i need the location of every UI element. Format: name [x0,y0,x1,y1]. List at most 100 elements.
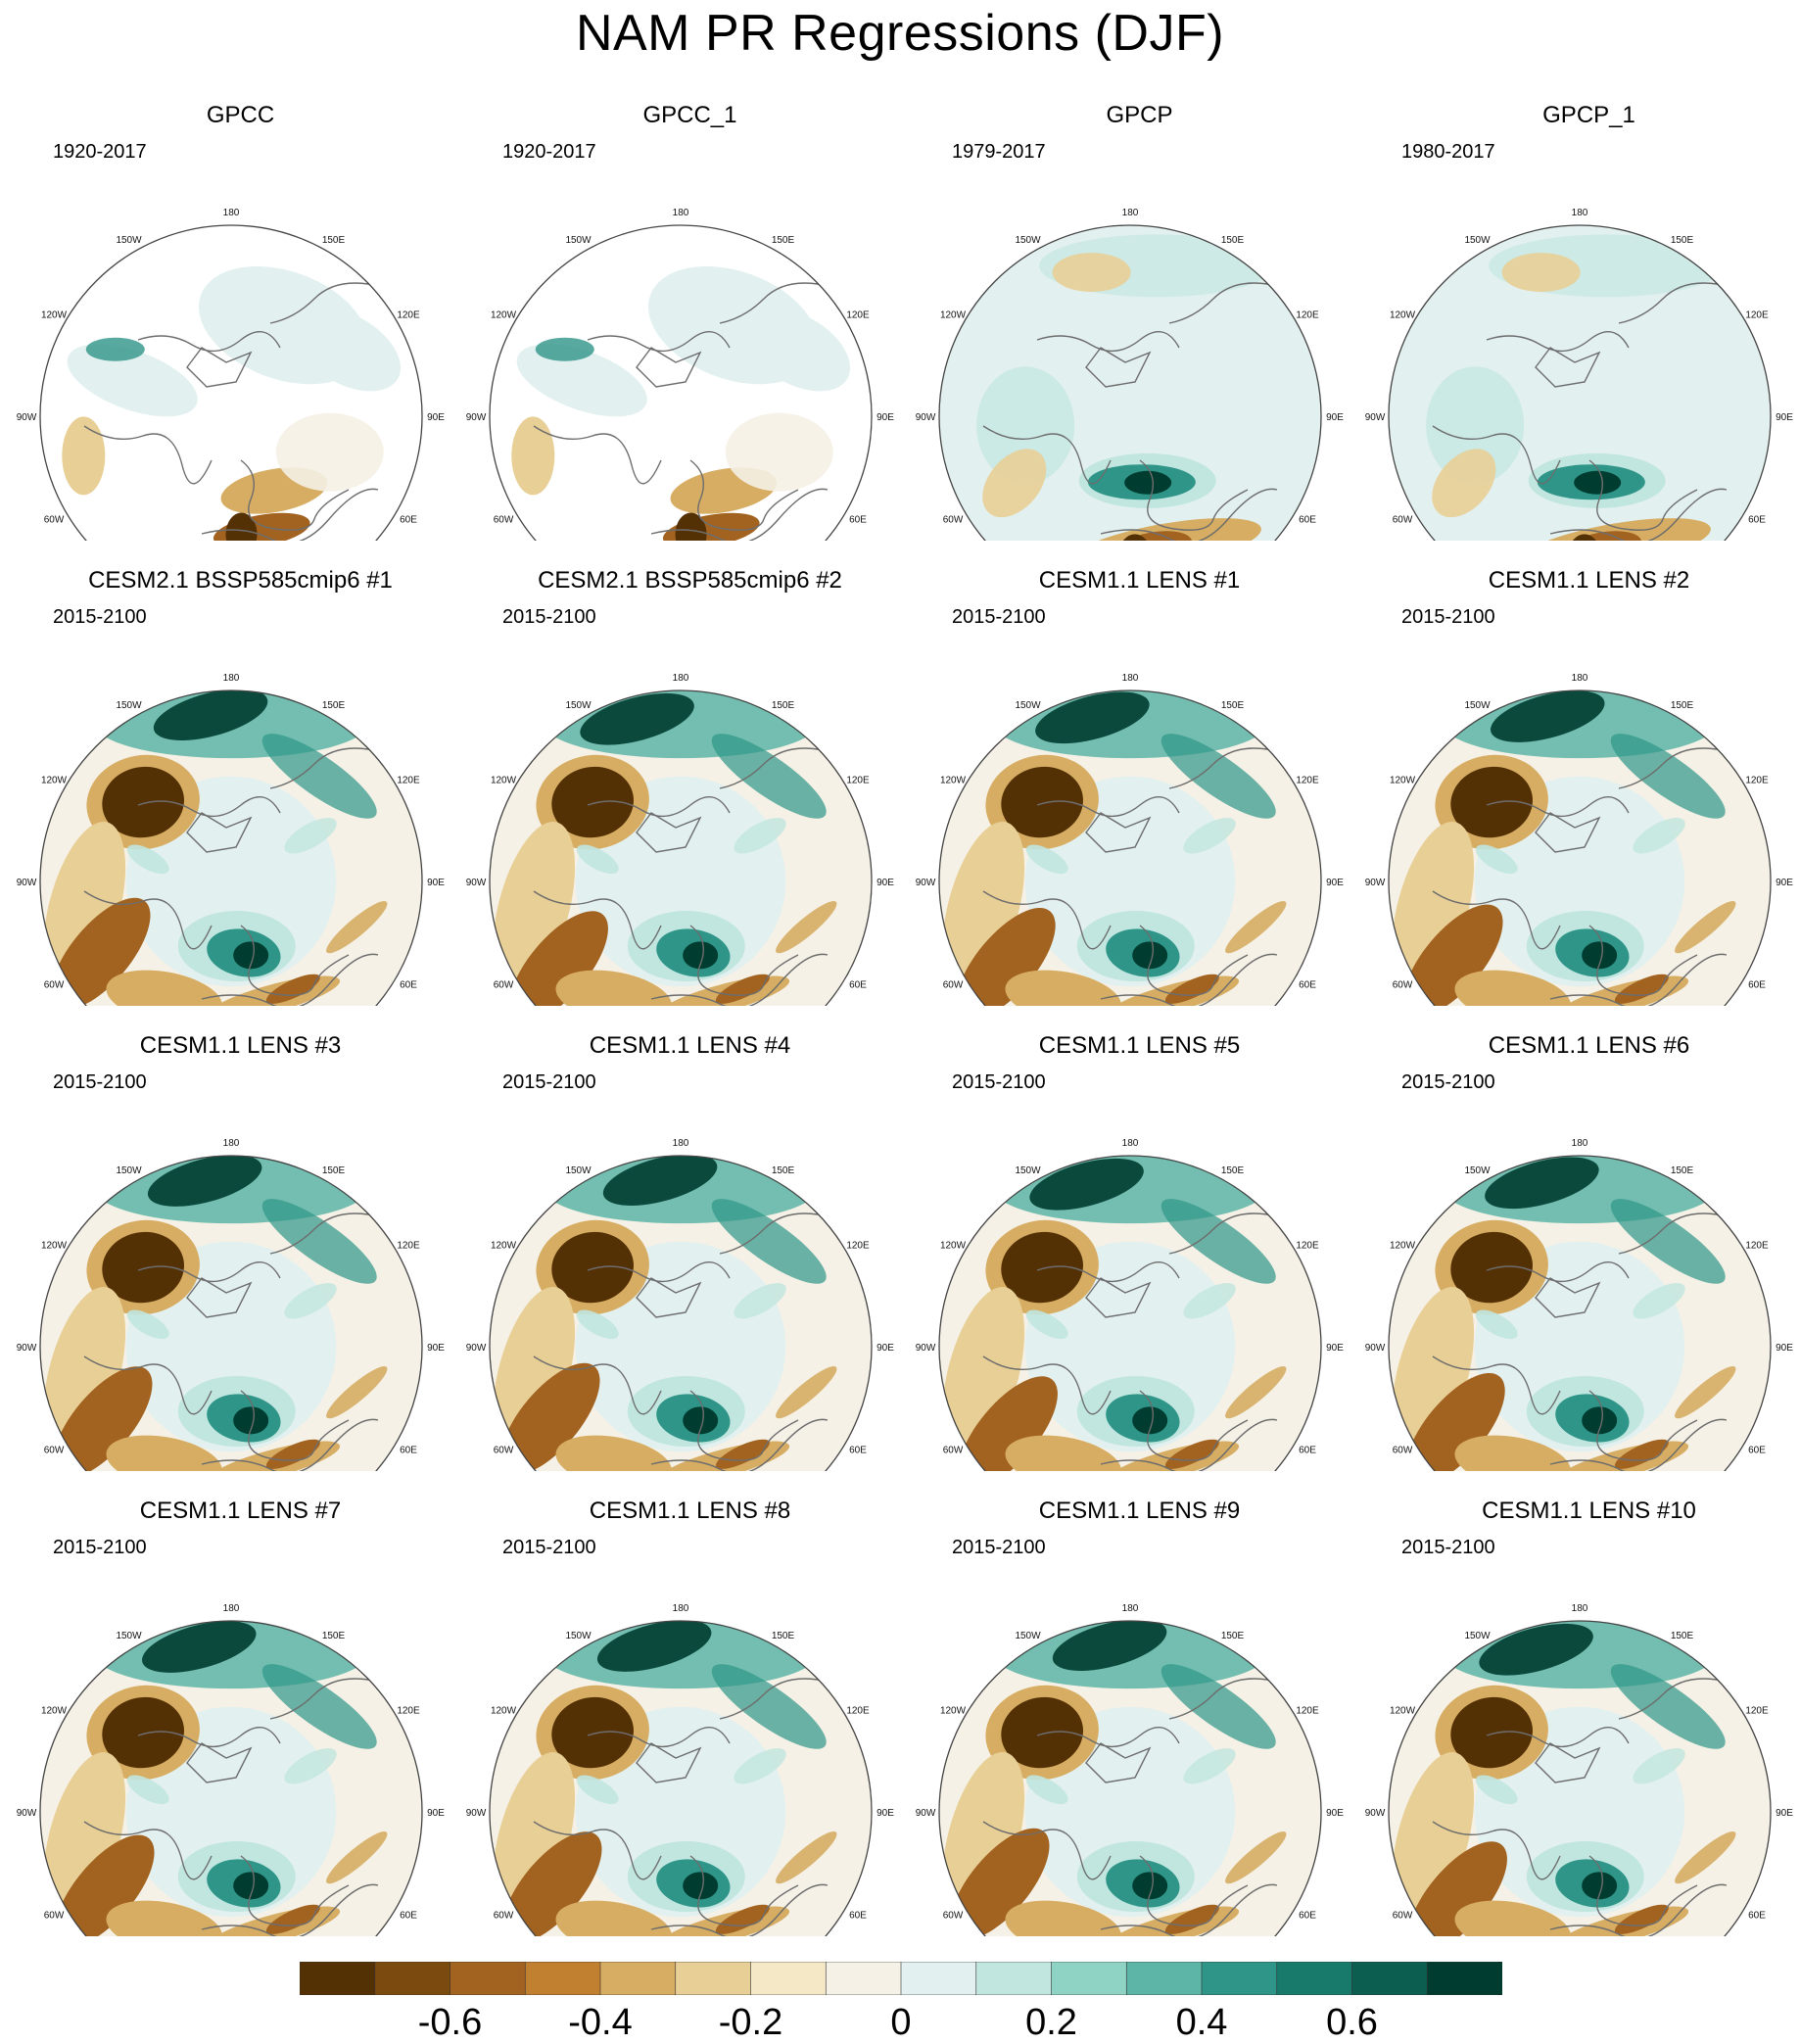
lon-label: 120W [1390,1706,1416,1717]
lon-label: 150W [565,700,592,711]
lon-label: 120E [1745,1241,1769,1252]
lon-label: 150E [772,235,795,246]
lon-label: 150W [116,700,142,711]
lon-label: 180 [1122,1603,1139,1614]
lon-label: 120W [41,776,68,786]
panel-title: CESM1.1 LENS #9 [1038,1497,1241,1524]
lon-label: 150W [1464,700,1491,711]
lon-label: 150W [1015,700,1041,711]
colorbar-swatch [750,1962,828,1995]
lon-label: 60W [494,1911,514,1922]
lon-label: 90W [17,412,37,423]
lon-label: 150W [1464,1165,1491,1176]
map-panel: 180150E120E90E60E30E030W60W90W120W150WCE… [1364,1007,1800,1471]
lon-label: 120W [940,310,967,321]
panel-title: CESM1.1 LENS #5 [1038,1032,1241,1059]
map-panel: 180150E120E90E60E30E030W60W90W120W150WCE… [915,542,1364,1006]
lon-label: 120E [397,776,420,786]
polar-map: 180150E120E90E60E30E030W60W90W120W150W [17,1603,445,1936]
panel-period: 1920-2017 [502,141,596,163]
lon-label: 180 [673,673,689,684]
lon-label: 60W [1393,515,1413,526]
polar-map: 180150E120E90E60E30E030W60W90W120W150W [17,208,445,541]
map-boundary [39,1155,423,1471]
lon-label: 90E [1326,412,1344,423]
lon-label: 150E [322,700,346,711]
lon-label: 60E [1299,1446,1316,1456]
colorbar-swatch [825,1962,902,1995]
polar-map: 180150E120E90E60E30E030W60W90W120W150W [466,208,894,541]
colorbar-swatch [1201,1962,1278,1995]
lon-label: 60E [849,1446,867,1456]
lon-label: 120W [1390,1241,1416,1252]
lon-label: 60W [943,1911,964,1922]
panel-title: GPCP_1 [1542,102,1635,128]
field-contours [1389,1621,1771,1936]
panel-period: 2015-2100 [952,1537,1046,1558]
lon-label: 180 [1122,1138,1139,1149]
lon-label: 90E [876,878,894,888]
lon-label: 180 [1572,1603,1588,1614]
lon-label: 90W [466,1808,487,1819]
lon-label: 90E [876,1343,894,1354]
lon-label: 60E [1299,1911,1316,1922]
lon-label: 60E [1748,980,1766,991]
lon-label: 90E [876,1808,894,1819]
polar-map: 180150E120E90E60E30E030W60W90W120W150W [466,673,894,1006]
colorbar-swatch [374,1962,451,1995]
map-panel: 180150E120E90E60E30E030W60W90W120W150WCE… [465,1007,915,1471]
lon-label: 120W [491,310,517,321]
panel-period: 1979-2017 [952,141,1046,163]
lon-label: 90E [1326,878,1344,888]
lon-label: 120W [41,310,68,321]
lon-label: 90E [1326,1808,1344,1819]
lon-label: 120W [491,1706,517,1717]
lon-label: 150E [1671,235,1694,246]
panel-title: CESM2.1 BSSP585cmip6 #2 [538,567,842,594]
lon-label: 120E [1296,1706,1319,1717]
polar-map: 180150E120E90E60E30E030W60W90W120W150W [17,1138,445,1471]
lon-label: 120E [1296,310,1319,321]
colorbar-swatch [300,1962,376,1995]
lon-label: 150E [322,1165,346,1176]
lon-label: 90W [17,1343,37,1354]
panel-period: 2015-2100 [502,1071,596,1093]
lon-label: 150E [322,1631,346,1641]
map-boundary [489,1620,873,1936]
colorbar-tick-label: -0.2 [718,2002,783,2043]
lon-label: 90W [17,1808,37,1819]
panel-period: 2015-2100 [53,1537,147,1558]
lon-label: 60W [44,1446,65,1456]
lon-label: 150W [1464,1631,1491,1641]
lon-label: 90W [916,1343,936,1354]
lon-label: 90W [1365,1343,1386,1354]
lon-label: 90E [1776,878,1793,888]
lon-label: 180 [673,1138,689,1149]
map-boundary [39,1620,423,1936]
colorbar-tick-label: 0.6 [1326,2002,1378,2043]
panel-title: CESM1.1 LENS #3 [139,1032,342,1059]
map-panel: 180150E120E90E60E30E030W60W90W120W150WGP… [465,76,915,541]
lon-label: 60E [400,1911,417,1922]
field-contours [490,690,872,1006]
lon-label: 120E [1296,776,1319,786]
panel-period: 2015-2100 [53,1071,147,1093]
lon-label: 90W [1365,412,1386,423]
map-panel: 180150E120E90E60E30E030W60W90W120W150WCE… [1364,542,1800,1006]
lon-label: 90E [876,412,894,423]
lon-label: 180 [1572,1138,1588,1149]
lon-label: 90E [1326,1343,1344,1354]
lon-label: 150W [116,1631,142,1641]
lon-label: 150W [116,235,142,246]
lon-label: 90E [1776,1343,1793,1354]
panel-period: 2015-2100 [1401,1071,1495,1093]
colorbar-swatch [1125,1962,1203,1995]
lon-label: 180 [1572,673,1588,684]
field-contours [40,225,422,541]
map-boundary [938,224,1322,541]
panel-period: 2015-2100 [502,606,596,628]
map-boundary [938,1620,1322,1936]
map-panel: 180150E120E90E60E30E030W60W90W120W150WCE… [465,1472,915,1936]
panel-title: CESM1.1 LENS #4 [589,1032,791,1059]
colorbar [300,1962,1502,1995]
